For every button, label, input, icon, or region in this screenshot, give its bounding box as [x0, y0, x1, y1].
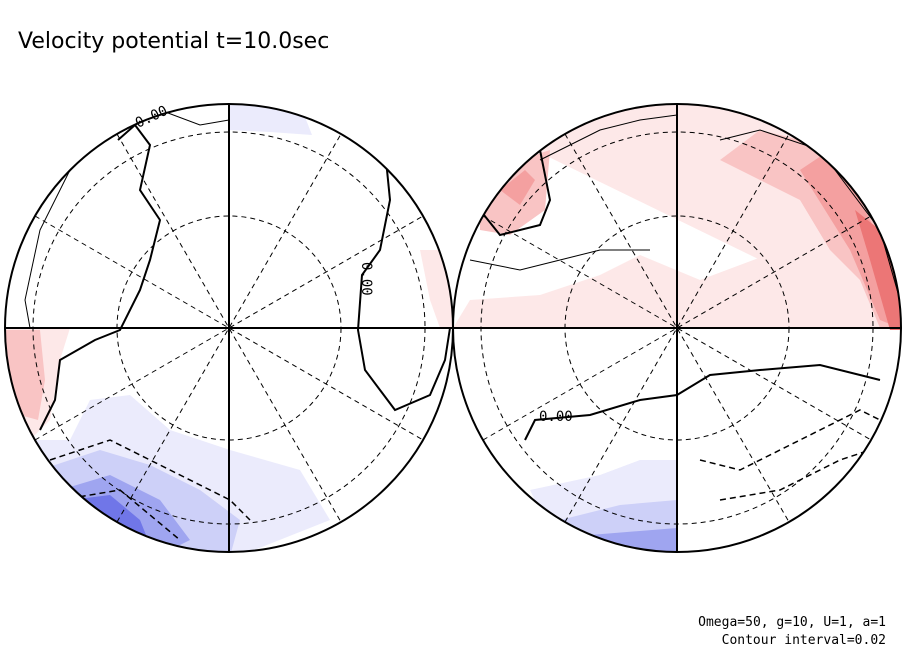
contour-label: 0.00 [358, 262, 374, 296]
contour-interval: Contour interval=0.02 [722, 633, 886, 648]
contour-label: 0.00 [539, 409, 573, 425]
contour-label: 0.00 [133, 103, 170, 132]
parameters: Omega=50, g=10, U=1, a=1 [698, 615, 886, 630]
right-hemisphere [453, 104, 901, 552]
title: Velocity potential t=10.0sec [18, 29, 329, 54]
